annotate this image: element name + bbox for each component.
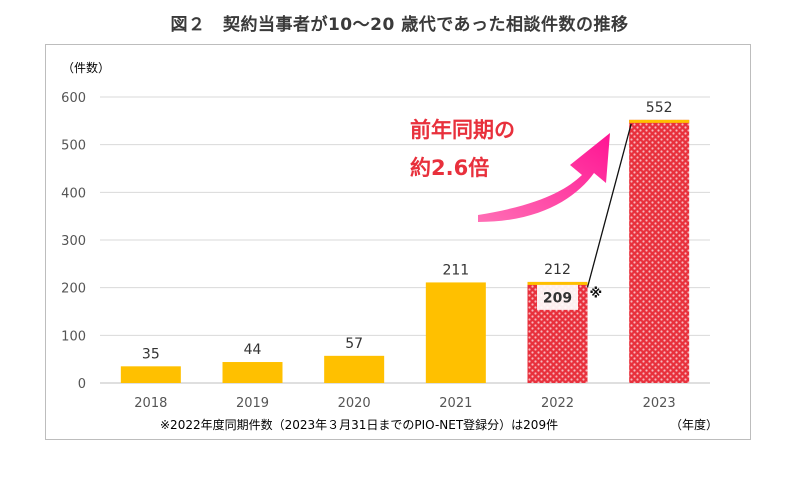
value-label-2019: 44 — [244, 342, 262, 358]
y-axis-label: （件数） — [62, 60, 110, 75]
x-tick-label-2019: 2019 — [236, 396, 269, 411]
bar-2021 — [425, 282, 486, 383]
y-tick-label: 500 — [61, 139, 86, 154]
label-layer: 0 100 200 300 400 500 600 35 2018 44 2019 57 2020 211… — [61, 91, 676, 411]
footnote: ※2022年度同期件数（2023年３月31日までのPIO-NET登録分）は209… — [160, 417, 558, 432]
chart-title: 図２ 契約当事者が10～20 歳代であった相談件数の推移 — [170, 15, 629, 35]
bar-2020 — [324, 355, 385, 383]
bar-2018 — [120, 366, 181, 383]
x-tick-label-2018: 2018 — [134, 396, 167, 411]
x-axis-label: （年度） — [670, 417, 718, 432]
comparison-value-label: 209 — [543, 290, 572, 306]
x-tick-label-2020: 2020 — [338, 396, 371, 411]
bar-2019 — [222, 362, 283, 383]
y-tick-label: 300 — [61, 234, 86, 249]
y-tick-label: 0 — [78, 377, 86, 392]
y-tick-label: 100 — [61, 329, 86, 344]
bar-2023 — [629, 119, 690, 383]
chart-frame — [45, 44, 751, 440]
value-label-2023: 552 — [646, 100, 673, 116]
comparison-connector-line — [586, 123, 632, 288]
annotation-line2: 約2.6倍 — [410, 156, 489, 180]
x-tick-label-2021: 2021 — [439, 396, 472, 411]
annotation-line1: 前年同期の — [410, 118, 515, 142]
value-label-2020: 57 — [345, 336, 363, 352]
y-tick-label: 400 — [61, 186, 86, 201]
value-label-2021: 211 — [442, 262, 469, 278]
y-tick-label: 600 — [61, 91, 86, 106]
bar-layer — [120, 119, 690, 383]
grid-layer — [100, 96, 710, 384]
x-tick-label-2022: 2022 — [541, 396, 574, 411]
bar-top-edge-2022 — [527, 281, 588, 285]
x-tick-label-2023: 2023 — [643, 396, 676, 411]
growth-arrow-icon — [478, 133, 610, 222]
value-label-2018: 35 — [142, 346, 160, 362]
y-tick-label: 200 — [61, 282, 86, 297]
value-label-2022: 212 — [544, 262, 571, 278]
comparison-box — [537, 284, 578, 310]
comparison-marker: ※ — [590, 286, 603, 301]
bar-top-edge-2023 — [629, 119, 690, 123]
